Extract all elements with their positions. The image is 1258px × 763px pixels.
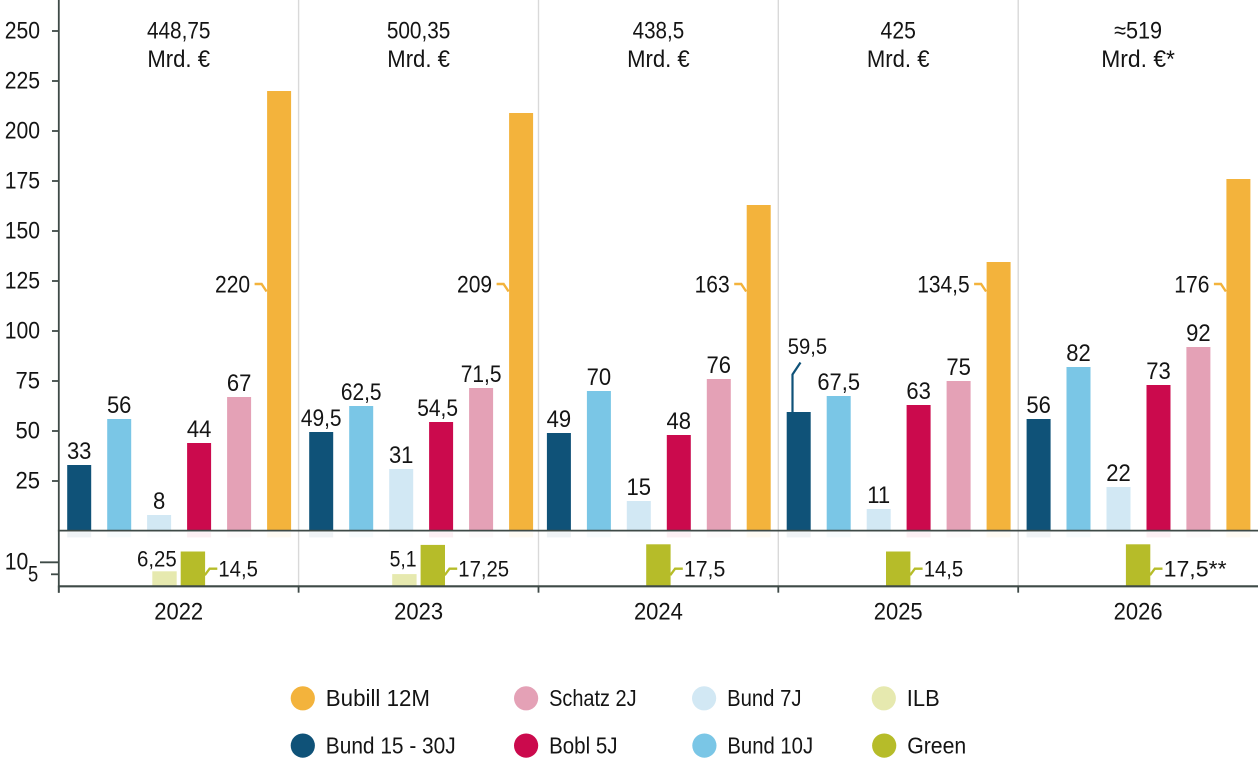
svg-text:448,75: 448,75 xyxy=(147,18,211,45)
svg-text:22: 22 xyxy=(1106,460,1131,487)
svg-text:56: 56 xyxy=(107,392,132,419)
svg-text:209: 209 xyxy=(457,272,492,299)
svg-text:Bund 10J: Bund 10J xyxy=(727,733,813,759)
svg-text:Bubill 12M: Bubill 12M xyxy=(326,685,430,711)
svg-text:Green: Green xyxy=(907,733,966,759)
svg-text:5,1: 5,1 xyxy=(390,547,417,572)
svg-text:31: 31 xyxy=(389,442,414,469)
svg-text:10: 10 xyxy=(5,549,29,576)
svg-text:71,5: 71,5 xyxy=(461,361,502,388)
svg-text:82: 82 xyxy=(1066,340,1091,367)
svg-text:250: 250 xyxy=(5,17,40,44)
svg-text:17,5: 17,5 xyxy=(684,557,725,582)
svg-text:75: 75 xyxy=(946,354,971,381)
svg-text:125: 125 xyxy=(5,267,40,294)
svg-text:8: 8 xyxy=(153,488,165,515)
svg-text:Bobl 5J: Bobl 5J xyxy=(549,733,617,759)
svg-text:76: 76 xyxy=(707,352,732,379)
svg-text:2024: 2024 xyxy=(634,599,683,626)
svg-text:17,25: 17,25 xyxy=(458,557,509,582)
svg-text:5: 5 xyxy=(28,561,38,586)
svg-text:Mrd. €*: Mrd. €* xyxy=(1101,46,1175,73)
svg-text:134,5: 134,5 xyxy=(917,272,969,299)
svg-text:14,5: 14,5 xyxy=(218,557,258,582)
svg-text:6,25: 6,25 xyxy=(137,547,177,572)
svg-text:225: 225 xyxy=(5,67,40,94)
svg-text:73: 73 xyxy=(1146,358,1171,385)
svg-text:≈519: ≈519 xyxy=(1114,18,1162,45)
svg-text:56: 56 xyxy=(1026,392,1051,419)
svg-text:59,5: 59,5 xyxy=(788,334,827,359)
svg-text:150: 150 xyxy=(5,217,40,244)
svg-text:14,5: 14,5 xyxy=(924,557,964,582)
svg-text:500,35: 500,35 xyxy=(387,18,451,45)
svg-text:48: 48 xyxy=(667,408,692,435)
svg-text:25: 25 xyxy=(16,467,41,494)
svg-text:2023: 2023 xyxy=(394,599,443,626)
svg-text:15: 15 xyxy=(627,474,652,501)
svg-text:175: 175 xyxy=(5,167,40,194)
svg-text:Mrd. €: Mrd. € xyxy=(867,46,930,73)
svg-text:100: 100 xyxy=(5,317,40,344)
svg-text:220: 220 xyxy=(215,272,250,299)
svg-text:200: 200 xyxy=(5,117,40,144)
svg-text:ILB: ILB xyxy=(907,685,940,711)
svg-text:Mrd. €: Mrd. € xyxy=(147,46,210,73)
svg-text:92: 92 xyxy=(1186,320,1211,347)
svg-text:176: 176 xyxy=(1174,272,1209,299)
svg-text:Mrd. €: Mrd. € xyxy=(627,46,690,73)
svg-text:2026: 2026 xyxy=(1114,599,1163,626)
svg-text:163: 163 xyxy=(695,272,730,299)
svg-text:11: 11 xyxy=(867,482,890,509)
svg-text:62,5: 62,5 xyxy=(341,379,382,406)
svg-text:49,5: 49,5 xyxy=(301,405,342,432)
svg-text:Mrd. €: Mrd. € xyxy=(387,46,450,73)
svg-text:75: 75 xyxy=(16,367,41,394)
svg-text:2022: 2022 xyxy=(154,599,203,626)
svg-text:49: 49 xyxy=(547,406,572,433)
svg-text:50: 50 xyxy=(16,417,41,444)
svg-text:54,5: 54,5 xyxy=(417,395,458,422)
svg-text:44: 44 xyxy=(187,416,212,443)
svg-text:425: 425 xyxy=(881,18,916,45)
svg-text:63: 63 xyxy=(906,378,931,405)
svg-text:17,5**: 17,5** xyxy=(1164,557,1227,582)
svg-text:2025: 2025 xyxy=(874,599,923,626)
svg-text:70: 70 xyxy=(587,364,612,391)
svg-text:67,5: 67,5 xyxy=(817,369,860,396)
svg-text:67: 67 xyxy=(227,370,252,397)
svg-text:Bund 15 - 30J: Bund 15 - 30J xyxy=(326,733,456,759)
svg-text:438,5: 438,5 xyxy=(633,18,685,45)
svg-text:33: 33 xyxy=(67,438,92,465)
svg-text:Schatz 2J: Schatz 2J xyxy=(549,685,637,711)
svg-text:Bund 7J: Bund 7J xyxy=(727,685,801,711)
